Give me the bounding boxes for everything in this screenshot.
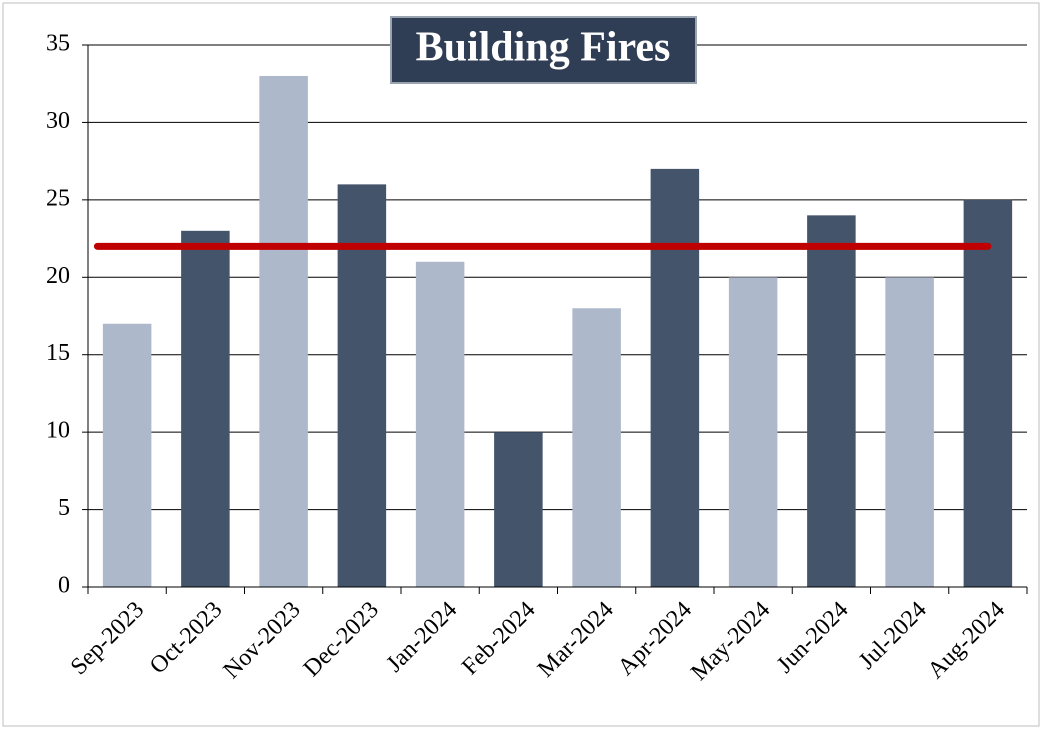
y-tick-label: 5 — [58, 495, 70, 521]
bar — [337, 184, 387, 587]
y-tick-label: 25 — [46, 185, 70, 211]
x-tick-label: Nov-2023 — [219, 597, 306, 684]
bar — [885, 277, 934, 587]
x-tick-label: Mar-2024 — [533, 597, 619, 683]
x-tick-label: Apr-2024 — [613, 597, 697, 681]
bar — [259, 75, 308, 587]
x-tick-label: Oct-2023 — [145, 597, 227, 679]
y-tick-label: 0 — [58, 573, 70, 599]
bar — [415, 261, 465, 587]
x-tick-label: Sep-2023 — [66, 597, 149, 680]
x-tick-label: Jun-2024 — [772, 597, 854, 679]
bar — [807, 215, 856, 588]
y-tick-label: 15 — [46, 340, 70, 366]
bar — [494, 432, 543, 587]
x-tick-label: Dec-2023 — [299, 597, 384, 682]
bar — [102, 323, 152, 587]
y-tick-label: 35 — [46, 31, 70, 57]
x-tick-label: Jul-2024 — [854, 597, 932, 675]
bar — [181, 230, 230, 588]
x-tick-label: Aug-2024 — [923, 597, 1010, 684]
x-tick-label: May-2024 — [686, 597, 775, 686]
y-tick-label: 10 — [46, 418, 70, 444]
bar — [572, 308, 621, 587]
title-box — [390, 16, 697, 84]
y-tick-label: 20 — [46, 263, 70, 289]
y-tick-label: 30 — [46, 108, 70, 134]
x-tick-label: Feb-2024 — [457, 597, 540, 680]
bar — [650, 168, 700, 587]
chart-title: Building Fires — [416, 25, 671, 71]
bar — [728, 277, 778, 587]
x-tick-label: Jan-2024 — [382, 597, 463, 678]
bar — [963, 199, 1013, 587]
